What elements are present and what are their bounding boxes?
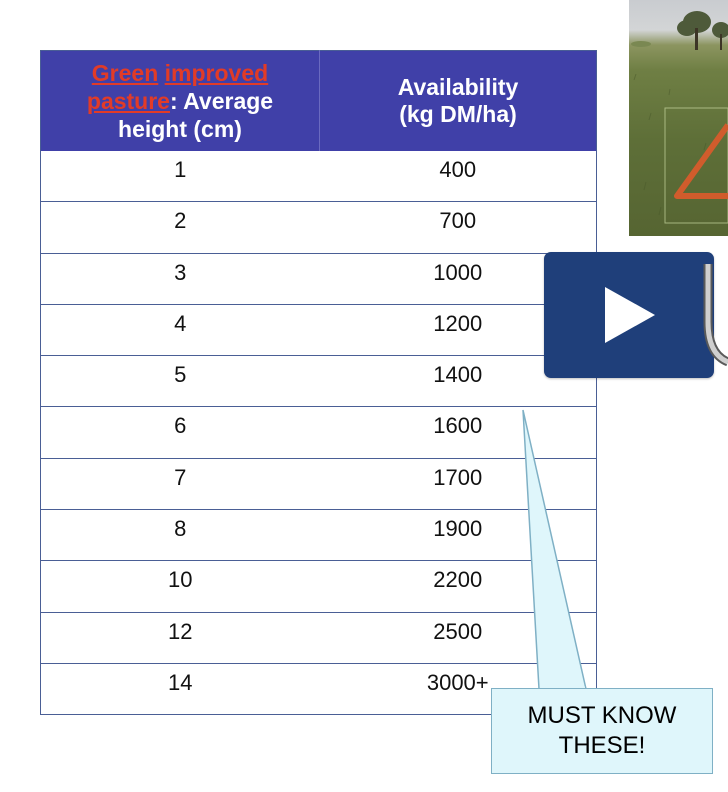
cell-availability: 1600	[319, 406, 597, 459]
cell-availability: 400	[319, 150, 597, 203]
table-row: 12 2500	[40, 612, 597, 664]
cell-height: 12	[40, 612, 320, 664]
table-row: 5 1400	[40, 355, 597, 408]
cell-availability: 1700	[319, 458, 597, 511]
column-header-height: Green improved pasture: Average height (…	[40, 50, 320, 151]
cell-height: 2	[40, 201, 320, 254]
cell-height: 8	[40, 509, 320, 562]
pasture-photo-graphic	[631, 11, 728, 224]
header-height-unit: height (cm)	[118, 115, 242, 142]
table-row: 4 1200	[40, 304, 597, 357]
table-row: 6 1600	[40, 406, 597, 459]
cell-height: 7	[40, 458, 320, 511]
video-play-button[interactable]	[544, 252, 714, 378]
pasture-availability-table: Green improved pasture: Average height (…	[40, 50, 597, 716]
table-row: 2 700	[40, 201, 597, 254]
header-average-text: : Average	[169, 87, 274, 114]
table-row: 3 1000	[40, 253, 597, 305]
table-row: 10 2200	[40, 560, 597, 613]
cell-availability: 700	[319, 201, 597, 254]
cell-height: 1	[40, 150, 320, 203]
curved-arrow-icon	[703, 264, 728, 367]
header-highlight-green: Green	[91, 59, 159, 86]
cell-height: 6	[40, 406, 320, 459]
table-row: 1 400	[40, 150, 597, 203]
play-icon	[605, 287, 655, 343]
pasture-photo	[629, 0, 728, 236]
cell-height: 10	[40, 560, 320, 613]
cell-availability: 2200	[319, 560, 597, 613]
column-header-availability: Availability (kg DM/ha)	[319, 50, 597, 151]
header-highlight-improved: improved	[164, 59, 269, 86]
header-highlight-pasture: pasture	[86, 87, 170, 114]
cell-height: 4	[40, 304, 320, 357]
cell-height: 14	[40, 663, 320, 716]
table-row: 8 1900	[40, 509, 597, 562]
cell-height: 5	[40, 355, 320, 408]
table-row: 7 1700	[40, 458, 597, 511]
callout-line-2: THESE!	[558, 732, 646, 759]
cell-height: 3	[40, 253, 320, 305]
header-availability-unit: (kg DM/ha)	[399, 100, 517, 127]
table-header-row: Green improved pasture: Average height (…	[40, 50, 597, 151]
cell-availability: 1900	[319, 509, 597, 562]
header-availability-label: Availability	[397, 73, 519, 100]
cell-availability: 2500	[319, 612, 597, 664]
must-know-callout: MUST KNOW THESE!	[491, 688, 713, 774]
callout-line-1: MUST KNOW	[527, 702, 677, 729]
